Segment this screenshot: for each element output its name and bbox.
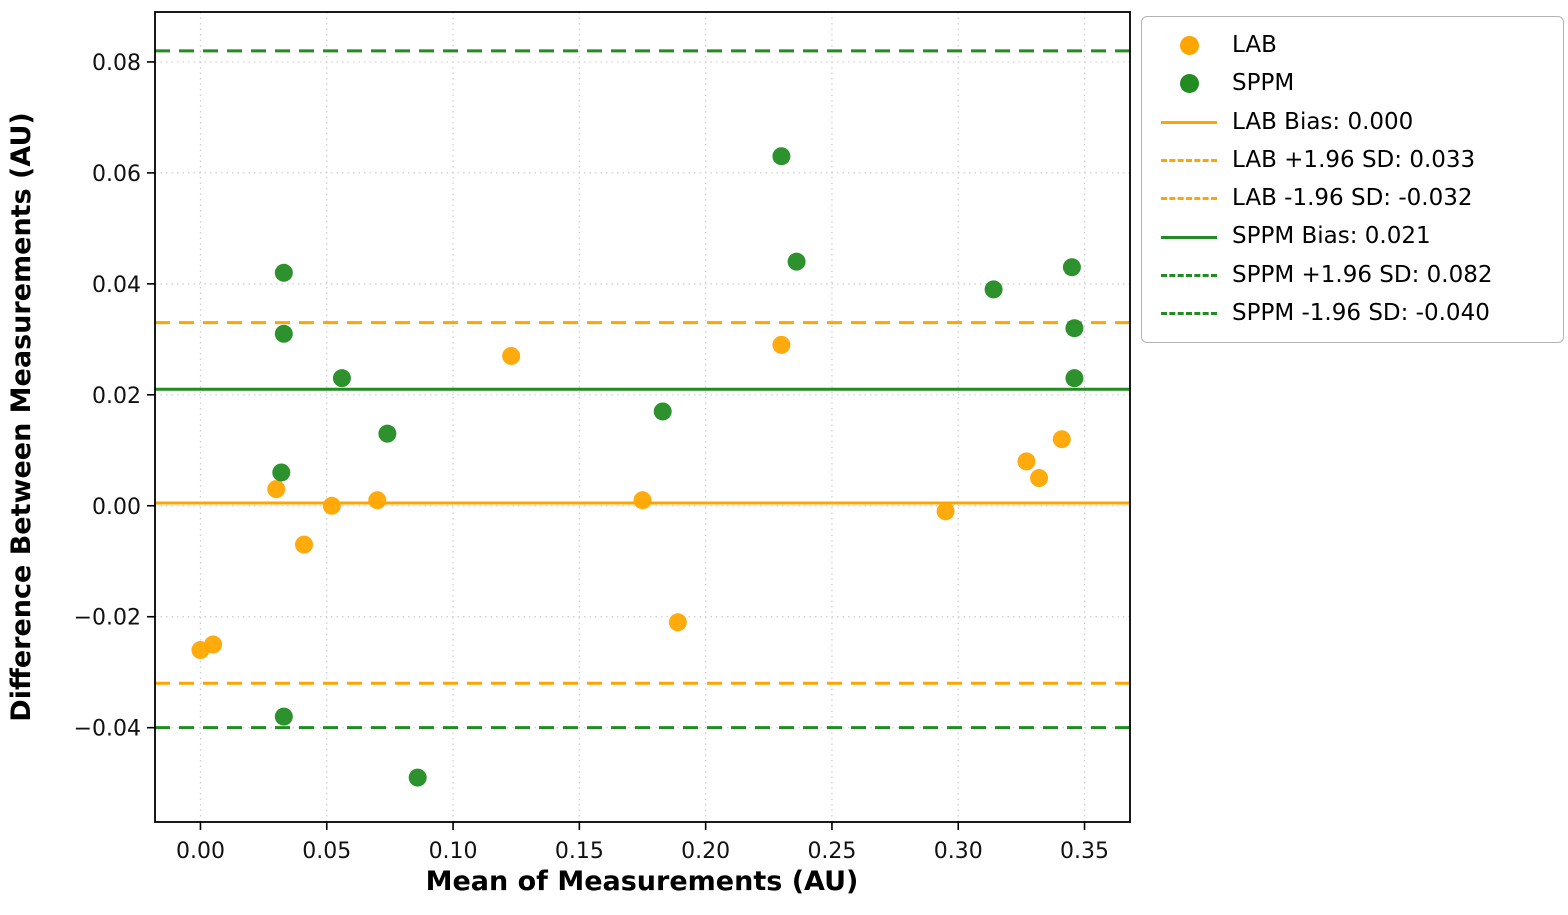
legend-item: SPPM [1160,70,1545,97]
x-tick-label: 0.30 [934,839,983,864]
legend-item: SPPM +1.96 SD: 0.082 [1160,261,1545,288]
legend-label: SPPM -1.96 SD: -0.040 [1232,300,1490,327]
x-tick-label: 0.05 [302,839,351,864]
data-point-sppm [1065,369,1084,388]
data-point-sppm [272,463,291,482]
data-point-lab [772,335,791,354]
legend-label: LAB -1.96 SD: -0.032 [1232,185,1473,212]
data-point-sppm [787,252,806,271]
legend-marker-line-icon [1160,312,1218,316]
y-tick-label: 0.06 [92,162,141,187]
plot-border [154,11,1131,823]
data-point-sppm [408,768,427,787]
data-point-lab [633,491,652,510]
data-point-lab [936,502,955,521]
data-point-sppm [274,324,293,343]
legend-marker-dot-icon [1160,74,1218,94]
x-tick-label: 0.35 [1060,839,1109,864]
data-point-lab [668,613,687,632]
legend-marker-line-icon [1160,273,1218,277]
legend-marker-line-icon [1160,235,1218,239]
legend-marker-line-icon [1160,120,1218,124]
data-point-sppm [984,280,1003,299]
data-point-lab [1052,430,1071,449]
data-point-sppm [1065,319,1084,338]
legend-item: SPPM -1.96 SD: -0.040 [1160,300,1545,327]
legend-label: LAB +1.96 SD: 0.033 [1232,146,1476,173]
x-tick-label: 0.10 [429,839,478,864]
legend-label: SPPM +1.96 SD: 0.082 [1232,261,1493,288]
data-point-sppm [772,147,791,166]
reference-lines-layer [155,49,1130,730]
legend-label: LAB [1232,32,1277,58]
legend-marker-line-icon [1160,159,1218,163]
chart-legend: LAB SPPM LAB Bias: 0.000 LAB +1.96 SD: 0.03… [1141,16,1564,344]
y-tick-label: −0.04 [74,717,141,742]
data-point-sppm [378,424,397,443]
y-axis-label: Difference Between Measurements (AU) [6,112,37,721]
legend-marker-dot-icon [1160,36,1218,56]
y-tick-label: 0.08 [92,51,141,76]
data-point-lab [1030,469,1049,488]
legend-marker-line-icon [1160,197,1218,201]
data-point-lab [1017,452,1036,471]
data-point-sppm [274,263,293,282]
grid-layer [155,12,1130,822]
data-point-lab [295,535,314,554]
y-tick-label: −0.02 [74,606,141,631]
data-point-lab [267,480,286,499]
legend-item: SPPM Bias: 0.021 [1160,224,1545,249]
data-point-lab [502,346,521,365]
data-point-sppm [274,707,293,726]
x-axis-label: Mean of Measurements (AU) [426,866,859,897]
data-point-sppm [1062,258,1081,277]
legend-label: LAB Bias: 0.000 [1232,108,1414,135]
legend-item: LAB [1160,32,1545,58]
data-points-layer [191,147,1084,787]
x-tick-label: 0.25 [807,839,856,864]
legend-label: SPPM Bias: 0.021 [1232,223,1431,250]
legend-item: LAB -1.96 SD: -0.032 [1160,185,1545,212]
y-tick-label: 0.04 [92,273,141,298]
data-point-sppm [332,369,351,388]
data-point-lab [368,491,387,510]
x-tick-label: 0.00 [176,839,225,864]
x-tick-label: 0.15 [555,839,604,864]
data-point-lab [204,635,223,654]
data-point-sppm [653,402,672,421]
x-tick-label: 0.20 [681,839,730,864]
legend-label: SPPM [1232,70,1295,97]
axes-layer: 0.00 0.05 0.10 0.15 0.20 0.25 0.30 0.35 −0.04 −0.… [74,11,1131,864]
legend-item: LAB Bias: 0.000 [1160,108,1545,135]
data-point-lab [322,496,341,515]
y-tick-label: 0.00 [92,495,141,520]
y-tick-label: 0.02 [92,384,141,409]
legend-item: LAB +1.96 SD: 0.033 [1160,146,1545,173]
